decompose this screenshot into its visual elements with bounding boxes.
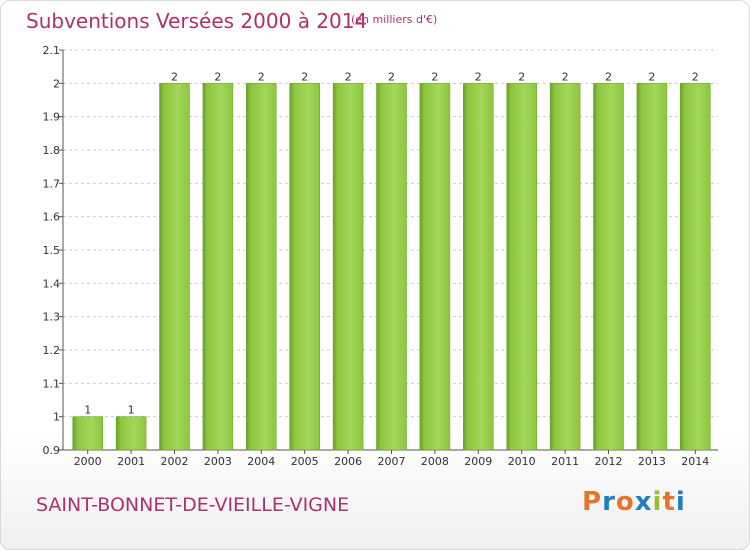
commune-name: SAINT-BONNET-DE-VIEILLE-VIGNE <box>36 494 350 516</box>
y-tick-label: 1.7 <box>43 177 61 190</box>
bar-value-label: 2 <box>475 70 482 83</box>
bar-value-label: 2 <box>301 70 308 83</box>
logo-letter: r <box>602 487 616 517</box>
bar <box>202 83 234 451</box>
bar <box>593 83 624 451</box>
y-tick-label: 2 <box>53 77 60 90</box>
chart-title: Subventions Versées 2000 à 2014 <box>26 9 368 33</box>
y-tick-label: 1.8 <box>43 144 61 157</box>
bar <box>72 416 103 451</box>
x-tick-label: 2011 <box>551 455 579 468</box>
bar <box>549 83 581 451</box>
bar-value-label: 2 <box>214 70 221 83</box>
x-tick-label: 2007 <box>378 455 406 468</box>
bar-value-label: 2 <box>562 70 569 83</box>
y-tick-label: 1.1 <box>43 377 61 390</box>
bar <box>246 83 277 451</box>
bar-value-label: 2 <box>692 70 699 83</box>
x-tick-label: 2006 <box>334 455 362 468</box>
y-tick-label: 1.4 <box>43 277 61 290</box>
logo-letter: i <box>675 487 686 517</box>
x-tick-label: 2000 <box>74 455 102 468</box>
y-tick-label: 1.6 <box>43 211 61 224</box>
bar-value-label: 1 <box>128 404 135 417</box>
bar <box>332 83 364 451</box>
y-tick-label: 1 <box>53 411 60 424</box>
x-tick-label: 2009 <box>464 455 492 468</box>
logo-letter: x <box>634 487 653 517</box>
chart-subtitle: (en milliers d'€) <box>351 13 438 26</box>
bar <box>419 83 451 451</box>
logo-letter: t <box>662 487 676 517</box>
x-tick-label: 2014 <box>681 455 709 468</box>
bar-value-label: 2 <box>648 70 655 83</box>
x-tick-label: 2003 <box>204 455 232 468</box>
bar <box>680 83 711 451</box>
bar-value-label: 2 <box>518 70 525 83</box>
x-tick-label: 2002 <box>161 455 189 468</box>
x-tick-label: 2001 <box>117 455 145 468</box>
logo-letter: P <box>582 487 603 517</box>
bar-value-label: 1 <box>84 404 91 417</box>
logo-letter: i <box>652 487 663 517</box>
bar <box>463 83 494 451</box>
x-tick-label: 2013 <box>638 455 666 468</box>
proxiti-logo[interactable]: Proxiti <box>582 487 686 517</box>
bar-value-label: 2 <box>345 70 352 83</box>
x-tick-label: 2012 <box>595 455 623 468</box>
y-tick-label: 1.5 <box>43 244 61 257</box>
y-tick-label: 1.3 <box>43 311 61 324</box>
x-tick-label: 2005 <box>291 455 319 468</box>
y-tick-label: 2.1 <box>43 44 61 57</box>
bar <box>115 416 147 451</box>
bar-value-label: 2 <box>388 70 395 83</box>
bar-value-label: 2 <box>605 70 612 83</box>
y-tick-label: 1.2 <box>43 344 61 357</box>
bar <box>636 83 668 451</box>
bar <box>159 83 190 451</box>
x-tick-label: 2008 <box>421 455 449 468</box>
logo-letter: o <box>615 487 635 517</box>
x-tick-label: 2004 <box>247 455 275 468</box>
bar-value-label: 2 <box>171 70 178 83</box>
bar-value-label: 2 <box>258 70 265 83</box>
bar-value-label: 2 <box>431 70 438 83</box>
bar <box>376 83 407 451</box>
y-tick-label: 1.9 <box>43 111 61 124</box>
y-tick-label: 0.9 <box>43 444 61 457</box>
bar <box>506 83 537 451</box>
bar <box>289 83 320 451</box>
x-tick-label: 2010 <box>508 455 536 468</box>
